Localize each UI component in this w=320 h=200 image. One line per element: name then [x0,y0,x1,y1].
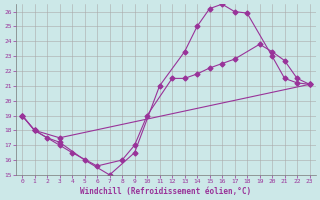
X-axis label: Windchill (Refroidissement éolien,°C): Windchill (Refroidissement éolien,°C) [80,187,252,196]
